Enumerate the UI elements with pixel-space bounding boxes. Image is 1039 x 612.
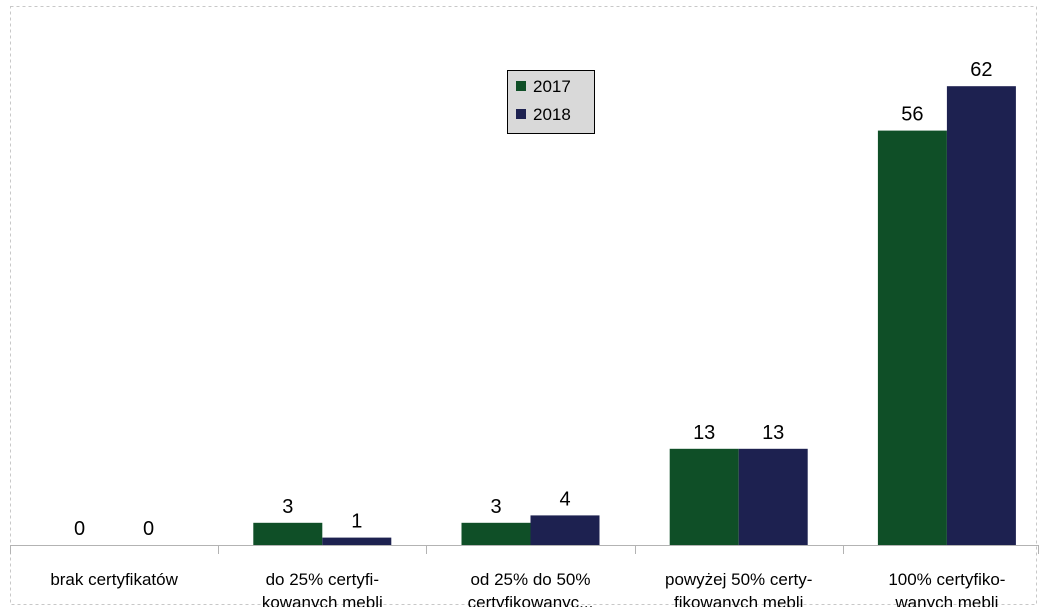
- x-tick-label-1: do 25% certyfi-kowanych mebli: [262, 570, 383, 607]
- data-label-2018-3: 13: [762, 422, 784, 444]
- legend-label-2017: 2017: [533, 77, 571, 96]
- legend: 2017 2018: [507, 70, 595, 134]
- bar-2018-2: [530, 515, 600, 545]
- bar-2018-1: [322, 537, 392, 545]
- bar-2017-3: [669, 448, 739, 545]
- data-label-2018-1: 1: [351, 511, 362, 533]
- legend-swatch-2017: [516, 81, 526, 91]
- bar-2017-1: [253, 522, 323, 545]
- data-label-2017-2: 3: [490, 496, 501, 518]
- x-tick-label-4: 100% certyfiko-wanych mebli: [888, 570, 1005, 607]
- x-tick-label-2: od 25% do 50% certyfikowanyc...: [468, 570, 594, 607]
- bars-layer: [253, 86, 1016, 545]
- data-label-2017-4: 56: [901, 104, 923, 126]
- legend-swatch-2018: [516, 109, 526, 119]
- chart-frame: [10, 6, 1037, 605]
- bar-2018-4: [946, 86, 1016, 545]
- data-label-2018-4: 62: [970, 59, 992, 81]
- bar-2018-3: [738, 448, 808, 545]
- data-label-2017-0: 0: [74, 518, 85, 540]
- x-axis: brak certyfikatów do 25% certyfi-kowanych…: [10, 545, 1039, 612]
- data-label-2018-2: 4: [559, 488, 570, 510]
- data-label-2018-0: 0: [143, 518, 154, 540]
- bar-2017-4: [877, 130, 947, 545]
- data-label-2017-3: 13: [693, 422, 715, 444]
- bar-2017-2: [461, 522, 531, 545]
- x-tick-label-0: brak certyfikatów: [50, 570, 178, 589]
- legend-label-2018: 2018: [533, 105, 571, 124]
- x-tick-label-3: powyżej 50% certy-fikowanych mebli: [665, 570, 812, 607]
- data-label-2017-1: 3: [282, 496, 293, 518]
